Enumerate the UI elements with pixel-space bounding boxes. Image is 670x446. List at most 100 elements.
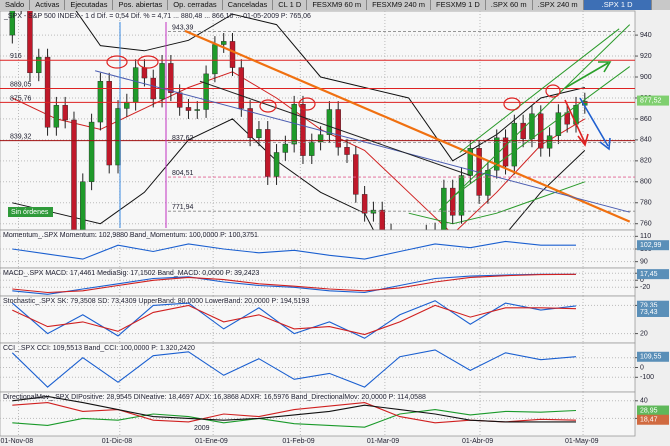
indicator-line <box>11 349 577 388</box>
candle-body <box>247 108 253 138</box>
y-tick-label: 760 <box>640 221 652 228</box>
candle-body <box>106 81 112 166</box>
tab[interactable]: FESXM9 1 D <box>431 0 486 10</box>
trend-line <box>439 24 631 211</box>
candle-body <box>441 187 447 230</box>
price-badge <box>637 300 669 311</box>
pane <box>0 230 635 268</box>
candle-body <box>282 143 289 153</box>
y-tick-label: 110 <box>640 233 651 240</box>
level-label: 943,39 <box>172 24 194 31</box>
candle-body <box>53 105 60 128</box>
tab[interactable]: Saldo <box>0 0 31 10</box>
candle-body <box>168 63 174 93</box>
candle-body <box>212 44 218 75</box>
candle-body <box>221 41 227 45</box>
candle-body <box>361 194 368 214</box>
indicator-line <box>12 409 577 428</box>
tab[interactable]: Op. cerradas <box>168 0 223 10</box>
candle-body <box>115 108 121 166</box>
pane-background <box>0 391 636 437</box>
price-badge-label: 73,43 <box>640 309 658 316</box>
tab[interactable]: .SPX 240 m <box>533 0 584 10</box>
indicator-line <box>12 273 577 294</box>
price-badge <box>637 95 669 106</box>
pane-title: CCI_.SPX CCI: 109,5513 Band_CCI: 100,000… <box>3 345 195 352</box>
price-badge-label: 28,95 <box>640 407 658 414</box>
candle-body <box>353 154 359 195</box>
candle-body <box>326 109 333 135</box>
candle-body <box>573 105 579 125</box>
candle-body <box>159 63 165 100</box>
y-tick-label: 920 <box>640 53 652 60</box>
candle-body <box>185 107 192 111</box>
candle-body <box>27 11 33 74</box>
trend-line <box>199 80 471 176</box>
level-label: 839,32 <box>10 133 32 140</box>
pane-title: DirectionalMov_.SPX DIPositive: 28,9545 … <box>3 394 426 401</box>
candle-body <box>141 67 148 79</box>
candle-body <box>458 175 465 216</box>
level-label: 875,76 <box>10 95 32 102</box>
candle-body <box>36 56 42 74</box>
candle-body <box>555 112 562 136</box>
tab[interactable]: Ejecutadas <box>65 0 114 10</box>
candle-body <box>520 122 526 140</box>
tab[interactable]: FESXM9 240 m <box>367 0 432 10</box>
price-badge <box>637 351 669 362</box>
pane <box>0 268 635 296</box>
x-tick-label: 01-Mar-09 <box>367 438 399 445</box>
candle-body <box>203 73 209 110</box>
y-tick-label: 900 <box>640 74 652 81</box>
price-badge <box>637 269 669 280</box>
candle-body <box>132 67 139 103</box>
candle-body <box>124 101 130 109</box>
tab[interactable]: .SPX 1 D <box>583 0 652 10</box>
indicator-line <box>12 395 576 423</box>
tab[interactable]: FESXM9 60 m <box>307 0 368 10</box>
y-tick-label: 860 <box>640 116 652 123</box>
chart-header: _SPX - S&P 500 INDEX - 1 d Dif. = 0,54 D… <box>3 13 311 20</box>
candle-body <box>19 0 24 6</box>
indicator-line <box>11 300 577 339</box>
y-tick-label: 820 <box>640 158 652 165</box>
candle-body <box>370 209 377 214</box>
pane-title: Stochastic_.SPX SK: 79,3508 SD: 73,4309 … <box>3 298 309 305</box>
trend-line <box>184 29 631 223</box>
candle-body <box>379 209 385 230</box>
level-label: 889,05 <box>10 81 32 88</box>
price-badge <box>637 414 669 425</box>
tab[interactable]: .SPX 60 m <box>486 0 533 10</box>
candle-body <box>265 129 271 177</box>
tab[interactable]: CL 1 D <box>273 0 308 10</box>
y-tick-label: 780 <box>640 200 652 207</box>
pane: 916 889,05 875,76 839,32 943,39 837,62 804,51 7… <box>0 0 635 230</box>
x-tick-label: 01-Abr-09 <box>462 438 493 445</box>
level-label: 804,51 <box>172 170 194 177</box>
candle-body <box>344 147 350 155</box>
tab[interactable]: Canceladas <box>223 0 274 10</box>
pane-title: MACD_.SPX MACD: 17,4461 MediaSig: 17,150… <box>3 270 260 277</box>
y-tick-label: 840 <box>640 137 652 144</box>
x-tick-label: 01-May-09 <box>565 438 599 445</box>
price-badge-label: 17,45 <box>640 271 658 278</box>
tab[interactable]: Pos. abiertas <box>113 0 169 10</box>
candle-body <box>449 187 456 216</box>
y-tick-label: 0 <box>640 277 644 284</box>
level-label: 916 <box>10 53 22 60</box>
candle-body <box>529 113 535 140</box>
price-badge-label: 79,35 <box>640 303 658 310</box>
candle-body <box>80 181 86 230</box>
y-tick-label: 800 <box>640 179 652 186</box>
candle-body <box>582 100 588 106</box>
candle-body <box>88 121 95 182</box>
x-tick-label: 01-Nov-08 <box>0 438 33 445</box>
candle-body <box>176 92 183 108</box>
y-tick-label: 20 <box>640 330 648 337</box>
candle-body <box>97 81 104 123</box>
tab[interactable]: Activas <box>30 0 66 10</box>
price-badge-label: 109,55 <box>640 354 662 361</box>
overlay-line <box>75 11 585 162</box>
pane-background <box>0 10 636 231</box>
candle-body <box>273 152 280 177</box>
